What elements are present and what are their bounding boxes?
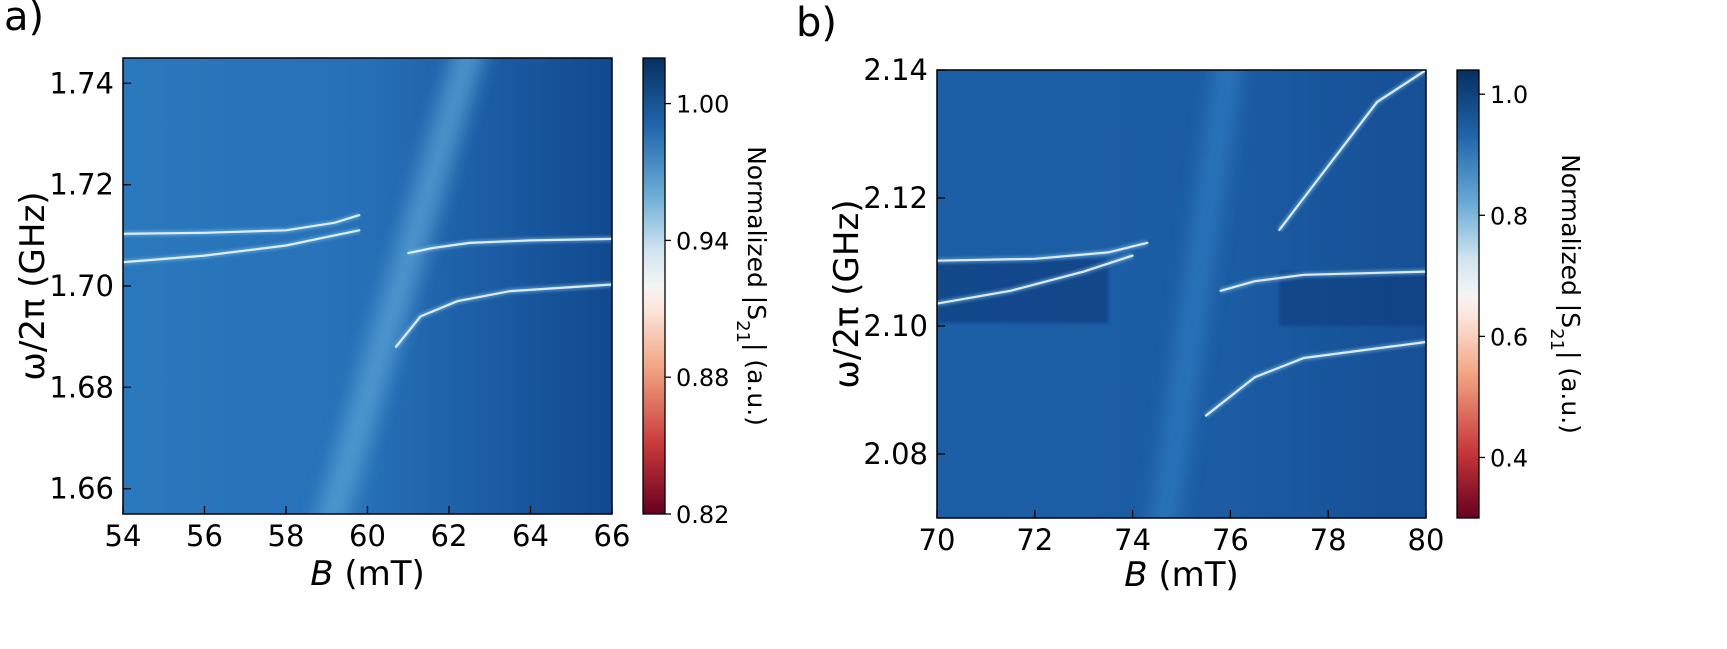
y-tick-label: 1.68 (49, 370, 114, 404)
chart-a: a) 54 56 58 60 62 64 66 1.66 1.68 1.70 1.72 1.74 B (m… (4, 0, 771, 594)
branch-upper-branch-left (937, 241, 1149, 262)
panel-label: b) (796, 0, 837, 46)
colorbar (1456, 69, 1480, 519)
colorbar-tick-label: 0.4 (1490, 444, 1528, 472)
branch-upper-diagonal (1278, 70, 1426, 232)
x-tick-label: 58 (268, 519, 305, 553)
x-tick-label: 78 (1310, 523, 1347, 557)
branch-upper-branch-right (1219, 270, 1426, 292)
colorbar (642, 57, 666, 515)
branch-upper-branch-right (407, 237, 612, 255)
colorbar-tick-label: 0.82 (676, 501, 729, 529)
heatmap (937, 70, 1426, 518)
branch-lower-branch-left (123, 229, 361, 264)
colorbar-label: Normalized |S21| (a.u.) (1547, 154, 1586, 434)
colorbar-tick-label: 0.8 (1490, 202, 1528, 230)
x-tick-label: 56 (186, 519, 223, 553)
magnon-band (316, 58, 484, 514)
magnon-band (1150, 70, 1242, 518)
dark-region-right (1279, 271, 1426, 326)
x-tick-label: 62 (431, 519, 468, 553)
y-tick-label: 2.10 (863, 309, 928, 343)
branch-lower-branch-right (1204, 340, 1426, 417)
y-tick-label: 1.72 (49, 168, 114, 202)
y-tick-label: 1.66 (49, 472, 114, 506)
colorbar-tick-label: 0.94 (676, 227, 729, 255)
y-axis-label: ω/2π (GHz) (13, 191, 53, 380)
colorbar-label: Normalized |S21| (a.u.) (733, 146, 772, 426)
x-tick-label: 74 (1114, 523, 1151, 557)
heatmap (123, 58, 612, 514)
chart-b: b) 70 72 74 76 78 80 2.08 2.10 2.12 2.14 B (mT) ω/2π… (796, 0, 1585, 595)
x-tick-label: 64 (512, 519, 549, 553)
colorbar-tick-label: 0.6 (1490, 323, 1528, 351)
y-axis-label: ω/2π (GHz) (827, 199, 867, 388)
colorbar-tick-label: 1.00 (676, 91, 729, 119)
colorbar-tick-label: 1.0 (1490, 81, 1528, 109)
branch-upper-branch-left (123, 214, 361, 235)
dark-region-left (937, 258, 1109, 323)
panel-label: a) (4, 0, 44, 40)
x-tick-label: 66 (594, 519, 631, 553)
x-tick-label: 70 (919, 523, 956, 557)
x-tick-label: 72 (1016, 523, 1053, 557)
y-tick-label: 1.74 (49, 66, 114, 100)
x-tick-label: 60 (349, 519, 386, 553)
y-tick-label: 1.70 (49, 269, 114, 303)
y-tick-label: 2.12 (863, 181, 928, 215)
x-tick-label: 54 (105, 519, 142, 553)
x-axis-label: B (mT) (310, 554, 425, 594)
x-tick-label: 80 (1408, 523, 1445, 557)
colorbar-tick-label: 0.88 (676, 364, 729, 392)
x-tick-label: 76 (1212, 523, 1249, 557)
x-axis-label: B (mT) (1124, 555, 1239, 595)
y-tick-label: 2.08 (863, 437, 928, 471)
y-tick-label: 2.14 (863, 53, 928, 87)
branch-lower-branch-left (937, 254, 1134, 305)
axes-frame (936, 69, 1427, 519)
branch-lower-branch-right (394, 283, 612, 348)
